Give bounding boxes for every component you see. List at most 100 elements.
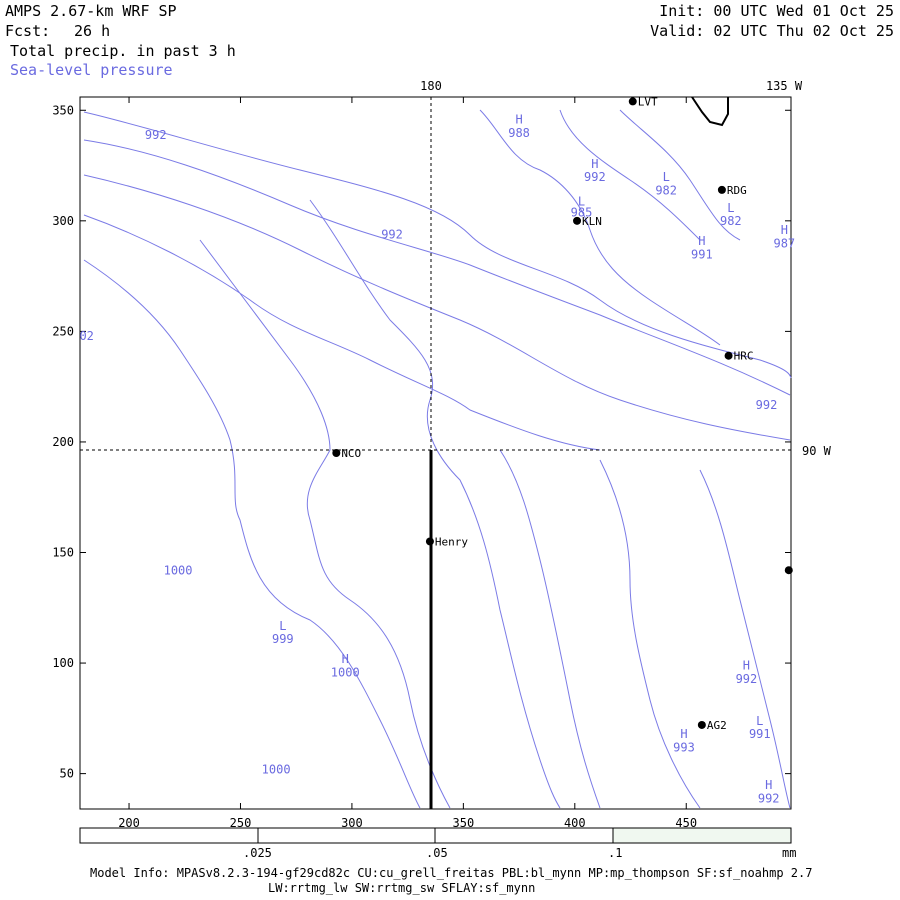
x-tick-label: 250 <box>230 816 252 830</box>
contour-line <box>83 259 421 809</box>
pressure-label: 991 <box>749 727 771 741</box>
pressure-label: L <box>663 170 670 184</box>
pressure-label: 982 <box>720 214 742 228</box>
contour-line <box>499 449 601 809</box>
x-tick-label: 350 <box>453 816 475 830</box>
station-label: HRC <box>734 350 754 363</box>
pressure-label: 992 <box>381 228 403 242</box>
y-tick-label: 300 <box>52 214 74 228</box>
model-info-line2: LW:rrtmg_lw SW:rrtmg_sw SFLAY:sf_mynn <box>268 881 536 895</box>
pressure-label: H <box>680 727 687 741</box>
pressure-label: 992 <box>756 398 778 412</box>
pressure-label: 999 <box>272 632 294 646</box>
plot-frame <box>79 96 792 810</box>
pressure-label: H <box>781 223 788 237</box>
station-label: AG2 <box>707 719 727 732</box>
x-tick-label: 200 <box>118 816 140 830</box>
y-tick-label: 250 <box>52 324 74 338</box>
station-dot[interactable] <box>425 537 434 546</box>
pressure-contours <box>83 109 792 809</box>
colorbar-segment <box>257 827 436 844</box>
pressure-label: H <box>591 157 598 171</box>
contour-line <box>479 109 721 346</box>
field-secondary: Sea-level pressure <box>10 61 173 79</box>
x-tick-label: 300 <box>341 816 363 830</box>
pressure-label: 1000 <box>262 763 291 777</box>
station-dot[interactable] <box>724 351 733 360</box>
pressure-label: H <box>743 659 750 673</box>
y-tick-label: 150 <box>52 546 74 560</box>
station-dot[interactable] <box>628 97 637 106</box>
pressure-label: H <box>765 778 772 792</box>
valid-time: Valid: 02 UTC Thu 02 Oct 25 <box>650 22 894 40</box>
station-label: KLN <box>582 215 602 228</box>
colorbar-label-05: .05 <box>426 846 448 860</box>
contour-line <box>619 109 741 241</box>
pressure-label: L <box>727 201 734 215</box>
station-label: Henry <box>435 535 468 548</box>
station-dot[interactable] <box>784 566 793 575</box>
pressure-label: L <box>578 194 585 208</box>
contour-line <box>599 459 701 809</box>
y-tick-label: 200 <box>52 435 74 449</box>
x-tick-label: 400 <box>564 816 586 830</box>
station-label: NCO <box>341 447 361 460</box>
contour-line <box>559 109 701 241</box>
field-primary: Total precip. in past 3 h <box>10 42 236 60</box>
contour-line <box>199 239 451 809</box>
contour-line <box>83 111 792 379</box>
contour-line <box>83 139 791 396</box>
colorbar-segment <box>434 827 614 844</box>
map-axes: 200 250 300 350 400 450 350 300 250 200 150 100 50 <box>52 97 791 830</box>
pressure-label: 992 <box>736 672 758 686</box>
pressure-label: H <box>342 652 349 666</box>
contour-line <box>83 214 601 451</box>
colorbar-segment <box>79 827 259 844</box>
station-dot[interactable] <box>573 216 582 225</box>
y-tick-label: 350 <box>52 103 74 117</box>
station-label: RDG <box>727 184 747 197</box>
contour-line <box>699 469 791 809</box>
x-tick-label: 450 <box>675 816 697 830</box>
precip-colorbar <box>79 827 792 844</box>
model-title: AMPS 2.67-km WRF SP <box>5 2 177 20</box>
forecast-hours: 26 h <box>74 22 111 40</box>
station-dot[interactable] <box>332 449 341 457</box>
colorbar-segment <box>612 827 792 844</box>
pressure-label: 02 <box>79 329 93 343</box>
pressure-label: 982 <box>655 183 677 197</box>
colorbar-unit: mm <box>782 846 797 860</box>
y-tick-label: 50 <box>60 767 74 781</box>
pressure-label: 985 <box>571 205 593 219</box>
pressure-label: H <box>515 113 522 127</box>
pressure-label: 1000 <box>164 564 193 578</box>
station-markers: LVT RDG KLN HRC NCO Henry AG2 <box>332 95 793 732</box>
station-label: LVT <box>638 95 658 108</box>
coastline <box>691 96 729 127</box>
pressure-label: L <box>756 714 763 728</box>
forecast-label: Fcst: <box>5 22 51 40</box>
pressure-label: 993 <box>673 741 695 755</box>
pressure-label: 987 <box>773 236 795 250</box>
meridian-90w-label: 90 W <box>802 444 832 458</box>
model-info-line1: Model Info: MPASv8.2.3-194-gf29cd82c CU:… <box>90 866 813 880</box>
y-tick-label: 100 <box>52 656 74 670</box>
pressure-label: 992 <box>145 128 167 142</box>
station-dot[interactable] <box>717 185 726 194</box>
contour-line <box>83 174 791 441</box>
colorbar-label-1: .1 <box>608 846 623 860</box>
pressure-label: H <box>698 234 705 248</box>
pressure-label: L <box>279 619 286 633</box>
init-time: Init: 00 UTC Wed 01 Oct 25 <box>659 2 894 20</box>
contour-line <box>309 199 561 809</box>
station-dot[interactable] <box>697 720 706 729</box>
pressure-label: 1000 <box>331 665 360 679</box>
meridian-135w-label: 135 W <box>766 79 803 93</box>
pressure-label: 991 <box>691 247 713 261</box>
meridian-180-label: 180 <box>420 79 442 93</box>
pressure-label: 988 <box>508 126 530 140</box>
pressure-label: 992 <box>758 791 780 805</box>
colorbar-label-025: .025 <box>243 846 272 860</box>
